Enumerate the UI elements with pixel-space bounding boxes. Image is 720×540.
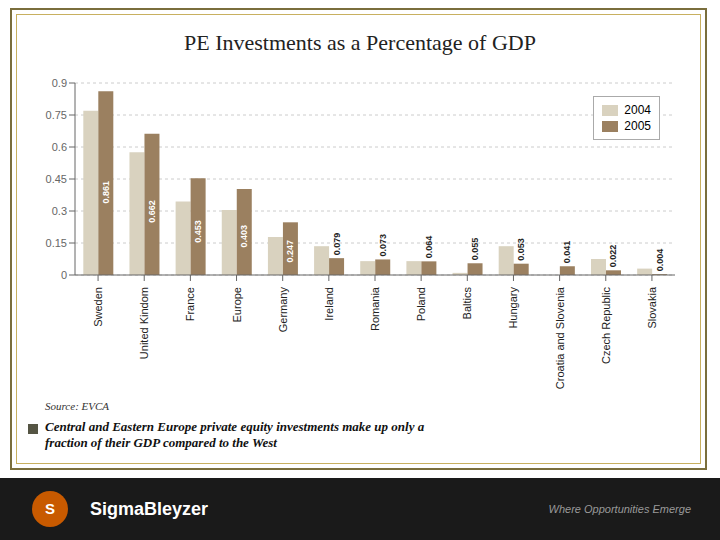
svg-text:0.861: 0.861 <box>101 181 111 204</box>
svg-text:0.662: 0.662 <box>147 200 157 223</box>
svg-text:Croatia and Slovenia: Croatia and Slovenia <box>554 286 566 389</box>
svg-text:0.041: 0.041 <box>562 241 572 264</box>
svg-text:Sweden: Sweden <box>92 287 104 327</box>
html-text:Where Opportunities Emerge: Where Opportunities Emerge <box>548 503 691 515</box>
svg-text:Hungary: Hungary <box>507 287 519 329</box>
svg-text:Czech Republic: Czech Republic <box>600 287 612 365</box>
svg-text:0.6: 0.6 <box>52 141 67 153</box>
svg-text:Ireland: Ireland <box>323 287 335 321</box>
svg-text:0.079: 0.079 <box>332 233 342 256</box>
svg-text:0.064: 0.064 <box>424 236 434 259</box>
svg-text:0.75: 0.75 <box>46 109 67 121</box>
svg-text:0.055: 0.055 <box>470 238 480 261</box>
svg-text:Germany: Germany <box>277 287 289 333</box>
svg-text:0: 0 <box>61 269 67 281</box>
svg-text:0.022: 0.022 <box>609 245 619 268</box>
html-text:2004: 2004 <box>624 103 651 117</box>
svg-text:0.453: 0.453 <box>193 220 203 243</box>
svg-text:0.073: 0.073 <box>378 234 388 257</box>
html-text:PE Investments as a Percentage: PE Investments as a Percentage of GDP <box>184 30 536 55</box>
svg-text:0.004: 0.004 <box>655 249 665 272</box>
svg-text:0.403: 0.403 <box>239 225 249 248</box>
svg-text:United Kindom: United Kindom <box>138 287 150 359</box>
svg-text:0.45: 0.45 <box>46 173 67 185</box>
svg-text:Poland: Poland <box>415 287 427 321</box>
svg-text:Romania: Romania <box>369 286 381 331</box>
svg-text:Baltics: Baltics <box>461 287 473 320</box>
svg-text:0.3: 0.3 <box>52 205 67 217</box>
svg-text:0.053: 0.053 <box>516 238 526 261</box>
svg-text:0.247: 0.247 <box>285 240 295 263</box>
html-text:SigmaBleyzer: SigmaBleyzer <box>90 499 209 519</box>
html-text:Source: EVCA: Source: EVCA <box>45 400 109 412</box>
html-text:Central and Eastern Europe pri: Central and Eastern Europe private equit… <box>45 419 425 450</box>
svg-text:0.15: 0.15 <box>46 237 67 249</box>
html-text:S: S <box>45 500 55 517</box>
svg-text:France: France <box>184 287 196 321</box>
svg-text:0.9: 0.9 <box>52 77 67 89</box>
html-text:2005: 2005 <box>624 119 651 133</box>
svg-text:Slovakia: Slovakia <box>646 286 658 328</box>
svg-text:Europe: Europe <box>231 287 243 322</box>
